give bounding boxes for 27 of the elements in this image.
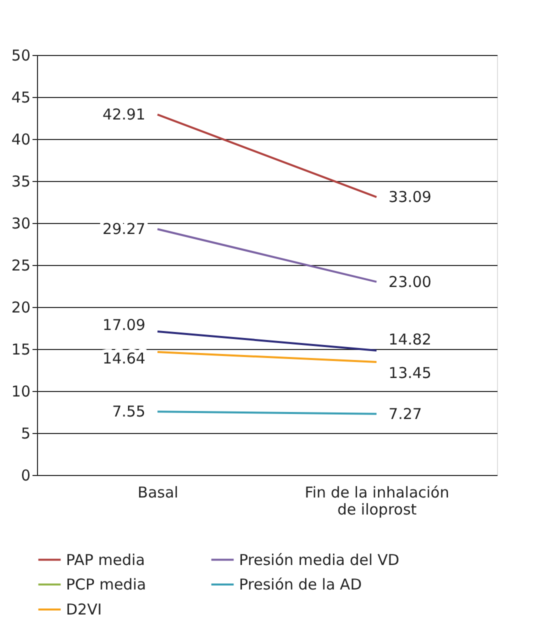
data-label: 17.09 bbox=[102, 316, 146, 334]
data-label: 14.64 bbox=[102, 350, 146, 368]
data-label: 33.09 bbox=[388, 188, 432, 206]
y-tick-label: 0 bbox=[20, 466, 30, 484]
data-label: 14.82 bbox=[388, 330, 432, 348]
legend-label: PAP media bbox=[66, 550, 145, 569]
data-label: 13.45 bbox=[388, 364, 432, 382]
y-tick-label: 10 bbox=[11, 382, 30, 400]
y-tick-label: 50 bbox=[11, 46, 30, 64]
y-tick-label: 35 bbox=[11, 172, 30, 190]
y-tick-label: 25 bbox=[11, 256, 30, 274]
data-label: 23.00 bbox=[388, 272, 432, 291]
y-tick-label: 20 bbox=[11, 298, 30, 316]
x-tick-label: Basal bbox=[138, 484, 178, 502]
y-tick-label: 30 bbox=[11, 214, 30, 232]
legend-label: D2VI bbox=[66, 600, 102, 618]
legend-label: PCP media bbox=[66, 576, 146, 594]
data-label: 7.55 bbox=[112, 402, 146, 421]
y-tick-label: 15 bbox=[11, 340, 30, 358]
legend-label: Presión media del VD bbox=[239, 550, 400, 569]
data-label: 42.91 bbox=[102, 106, 146, 124]
data-label: 7.27 bbox=[388, 404, 422, 423]
legend-label: Presión de la AD bbox=[239, 576, 362, 594]
y-tick-label: 45 bbox=[11, 88, 30, 106]
y-tick-label: 5 bbox=[20, 424, 30, 442]
y-tick-label: 40 bbox=[11, 130, 30, 148]
x-tick-label: Fin de la inhalación de iloprost bbox=[304, 484, 450, 518]
